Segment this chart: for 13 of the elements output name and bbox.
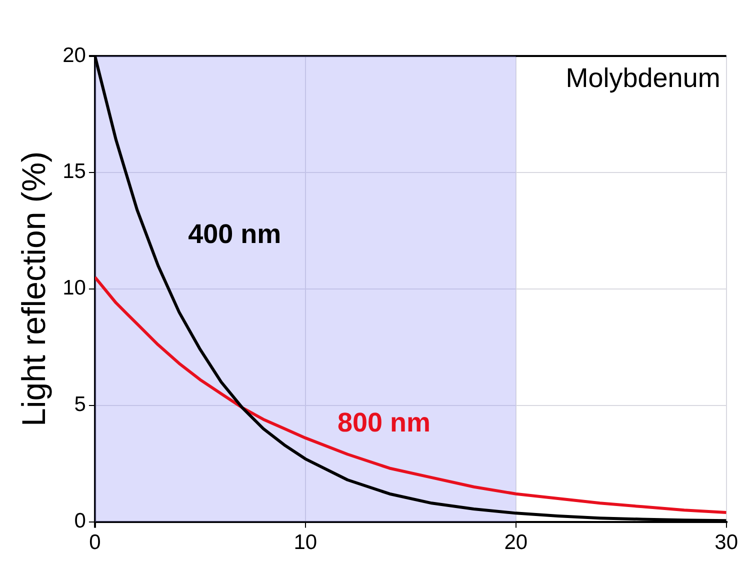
annotation: Molybdenum	[566, 62, 720, 93]
x-tick-label: 10	[294, 531, 318, 554]
y-tick-label: 10	[62, 276, 86, 300]
x-tick-label: 20	[504, 531, 528, 554]
series-label: 800 nm	[338, 408, 431, 438]
series-label: 400 nm	[188, 219, 282, 250]
y-axis-title: Light reflection (%)	[14, 151, 52, 426]
y-tick-label: 20	[62, 44, 86, 67]
y-tick-label: 15	[62, 160, 86, 184]
y-tick-label: 0	[74, 510, 86, 533]
x-tick-label: 30	[714, 531, 738, 554]
x-tick-label: 0	[89, 531, 101, 554]
y-tick-label: 5	[74, 393, 86, 416]
